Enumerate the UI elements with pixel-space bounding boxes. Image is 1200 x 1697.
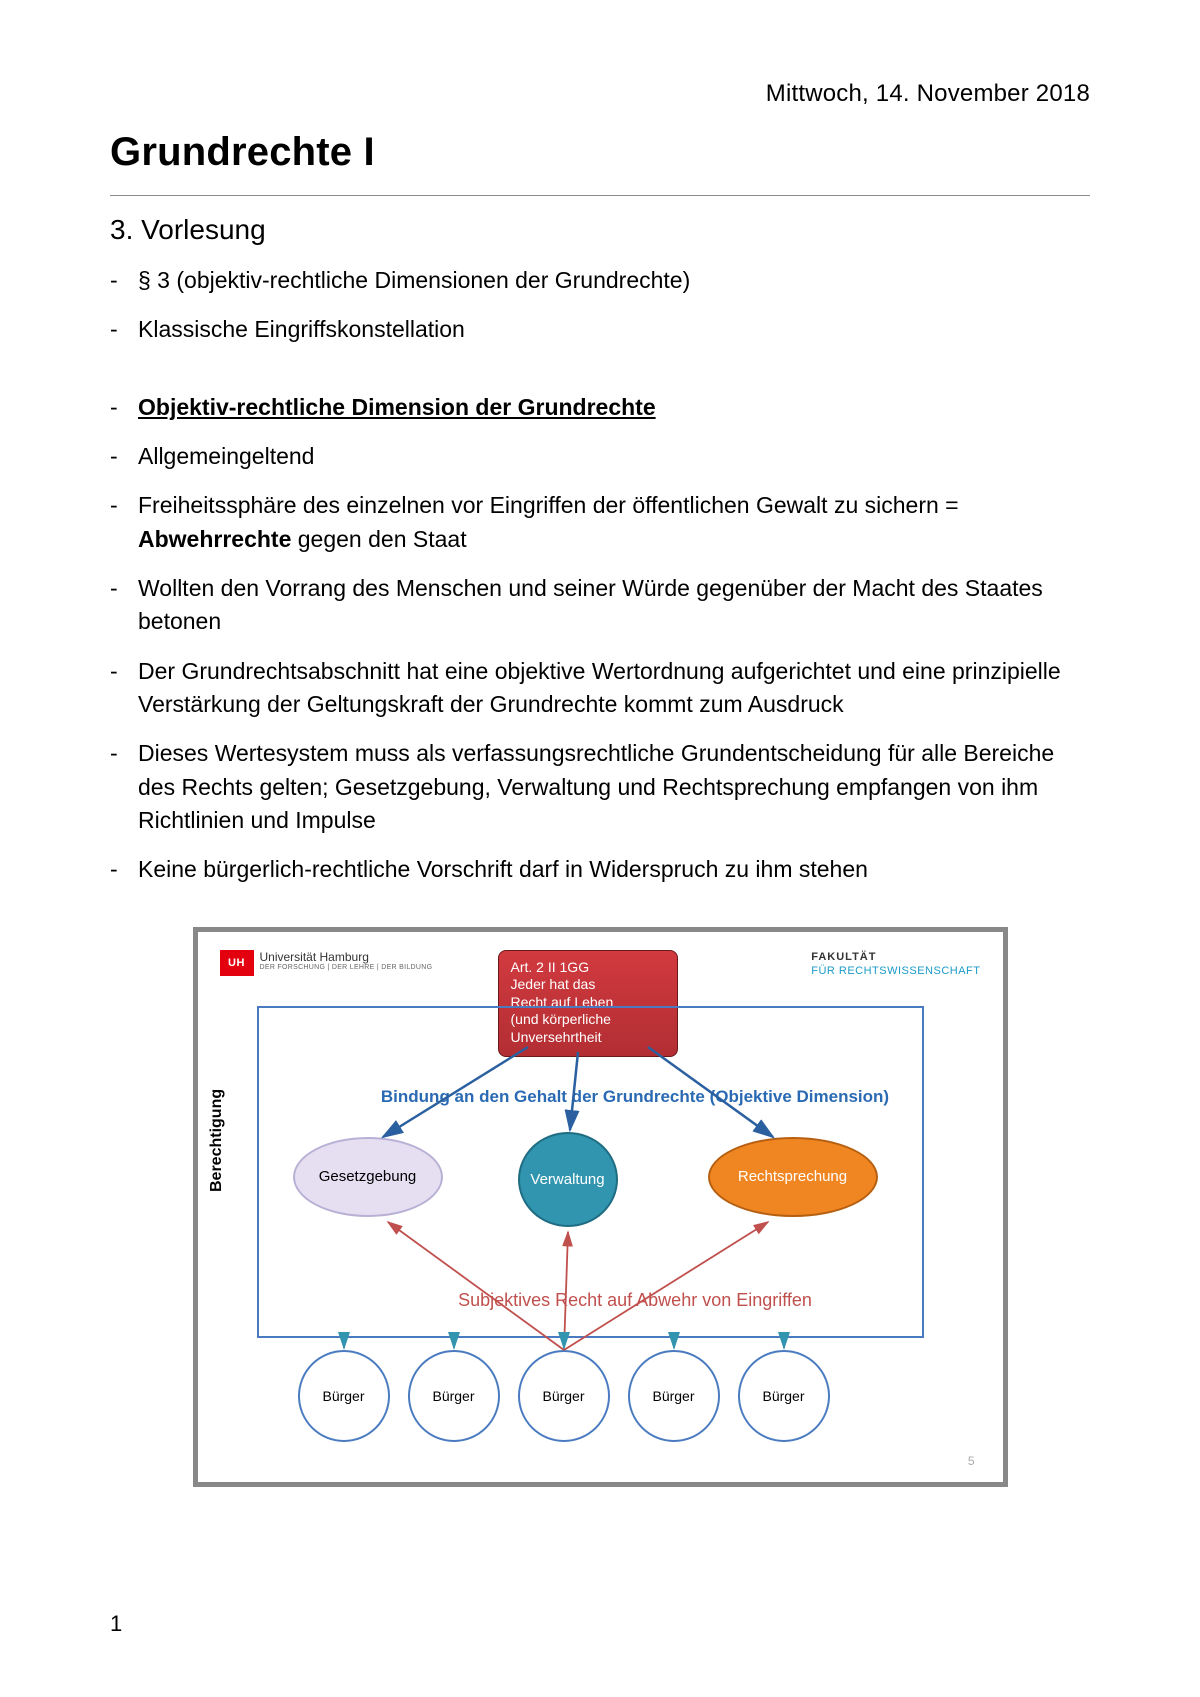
subtitle: 3. Vorlesung	[110, 214, 1090, 246]
node-gesetzgebung: Gesetzgebung	[293, 1137, 443, 1217]
node-citizen: Bürger	[738, 1350, 830, 1442]
faculty-line2: FÜR RECHTSWISSENSCHAFT	[811, 964, 980, 978]
node-citizen: Bürger	[628, 1350, 720, 1442]
node-verwaltung: Verwaltung	[518, 1132, 618, 1227]
diagram-container: UH Universität Hamburg DER FORSCHUNG | D…	[193, 927, 1008, 1487]
logo-text: Universität Hamburg DER FORSCHUNG | DER …	[260, 950, 433, 973]
logo-sub: DER FORSCHUNG | DER LEHRE | DER BILDUNG	[260, 964, 433, 972]
date-text: Mittwoch, 14. November 2018	[110, 80, 1090, 108]
page-number: 1	[110, 1611, 122, 1637]
text-post: gegen den Staat	[291, 526, 466, 552]
list-item: Wollten den Vorrang des Menschen und sei…	[110, 572, 1090, 639]
list-item: § 3 (objektiv-rechtliche Dimensionen der…	[110, 264, 1090, 297]
bullet-list-2: Objektiv-rechtliche Dimension der Grundr…	[110, 391, 1090, 887]
section-heading: Objektiv-rechtliche Dimension der Grundr…	[138, 394, 656, 420]
faculty-line1: FAKULTÄT	[811, 950, 980, 964]
logo-square: UH	[220, 950, 254, 976]
list-item: Keine bürgerlich-rechtliche Vorschrift d…	[110, 853, 1090, 886]
logo-block: UH Universität Hamburg DER FORSCHUNG | D…	[220, 950, 433, 976]
redbox-line: Art. 2 II 1GG	[511, 959, 665, 977]
faculty-label: FAKULTÄT FÜR RECHTSWISSENSCHAFT	[811, 950, 980, 979]
subjective-right-label: Subjektives Recht auf Abwehr von Eingrif…	[318, 1290, 953, 1311]
page-title: Grundrechte I	[110, 130, 1090, 175]
text-bold: Abwehrrechte	[138, 526, 291, 552]
node-citizen: Bürger	[298, 1350, 390, 1442]
list-item: Klassische Eingriffskonstellation	[110, 313, 1090, 346]
node-citizen: Bürger	[518, 1350, 610, 1442]
list-item: Allgemeingeltend	[110, 440, 1090, 473]
list-item: Der Grundrechtsabschnitt hat eine objekt…	[110, 655, 1090, 722]
objective-dimension-label: Bindung an den Gehalt der Grundrechte (O…	[318, 1087, 953, 1107]
article-box: Art. 2 II 1GG Jeder hat das Recht auf Le…	[498, 950, 678, 1058]
diagram-frame: UH Universität Hamburg DER FORSCHUNG | D…	[193, 927, 1008, 1487]
divider	[110, 195, 1090, 196]
node-citizen: Bürger	[408, 1350, 500, 1442]
list-item: Freiheitssphäre des einzelnen vor Eingri…	[110, 489, 1090, 556]
redbox-line: Jeder hat das	[511, 976, 665, 994]
redbox-line: Unversehrtheit	[511, 1029, 665, 1047]
slide-number: 5	[968, 1454, 975, 1468]
redbox-line: (und körperliche	[511, 1011, 665, 1029]
text-pre: Freiheitssphäre des einzelnen vor Eingri…	[138, 492, 959, 518]
list-item: Dieses Wertesystem muss als verfassungsr…	[110, 737, 1090, 837]
section-heading-item: Objektiv-rechtliche Dimension der Grundr…	[110, 391, 1090, 424]
bullet-list-1: § 3 (objektiv-rechtliche Dimensionen der…	[110, 264, 1090, 347]
logo-uni: Universität Hamburg	[260, 950, 433, 964]
node-rechtsprechung: Rechtsprechung	[708, 1137, 878, 1217]
document-page: Mittwoch, 14. November 2018 Grundrechte …	[0, 0, 1200, 1527]
side-label: Berechtigung	[208, 1089, 226, 1192]
redbox-line: Recht auf Leben	[511, 994, 665, 1012]
